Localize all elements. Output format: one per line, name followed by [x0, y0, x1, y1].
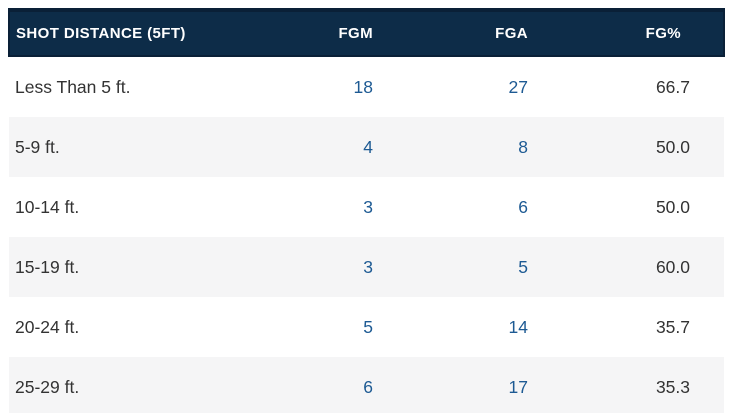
cell-distance: 5-9 ft. — [15, 136, 60, 157]
cell-fg-pct: 35.3 — [655, 376, 690, 397]
cell-fgm: 6 — [363, 376, 373, 397]
cell-fga: 6 — [518, 196, 528, 217]
cell-distance: 25-29 ft. — [15, 376, 80, 397]
cell-fg-pct: 50.0 — [655, 196, 690, 217]
cell-fg-pct: 50.0 — [655, 136, 690, 157]
column-header-fgm[interactable]: FGM — [259, 10, 379, 56]
cell-fgm: 3 — [363, 196, 373, 217]
table-header-row: SHOT DISTANCE (5FT) FGM FGA FG% — [9, 10, 724, 56]
table-row: 10-14 ft. 3 6 50.0 — [9, 177, 724, 237]
cell-fga: 17 — [508, 376, 528, 397]
cell-fgm: 18 — [353, 76, 373, 97]
cell-fg-pct: 66.7 — [655, 76, 690, 97]
table-header: SHOT DISTANCE (5FT) FGM FGA FG% — [9, 10, 724, 56]
column-header-fg-pct[interactable]: FG% — [534, 10, 724, 56]
cell-fg-pct: 60.0 — [655, 256, 690, 277]
cell-fgm: 3 — [363, 256, 373, 277]
cell-distance: 10-14 ft. — [15, 196, 80, 217]
cell-fgm: 4 — [363, 136, 373, 157]
column-header-shot-distance[interactable]: SHOT DISTANCE (5FT) — [9, 10, 259, 56]
cell-distance: Less Than 5 ft. — [15, 76, 131, 97]
cell-fga: 8 — [518, 136, 528, 157]
cell-fg-pct: 35.7 — [655, 316, 690, 337]
table-body: Less Than 5 ft. 18 27 66.7 5-9 ft. 4 8 5… — [9, 56, 724, 413]
cell-fga: 5 — [518, 256, 528, 277]
table-row: 5-9 ft. 4 8 50.0 — [9, 117, 724, 177]
table-row: 15-19 ft. 3 5 60.0 — [9, 237, 724, 297]
cell-fgm: 5 — [363, 316, 373, 337]
column-header-fga[interactable]: FGA — [379, 10, 534, 56]
table-row: Less Than 5 ft. 18 27 66.7 — [9, 56, 724, 117]
cell-distance: 15-19 ft. — [15, 256, 80, 277]
table-row: 25-29 ft. 6 17 35.3 — [9, 357, 724, 413]
shot-distance-table: SHOT DISTANCE (5FT) FGM FGA FG% Less Tha… — [8, 8, 725, 413]
table-row: 20-24 ft. 5 14 35.7 — [9, 297, 724, 357]
cell-distance: 20-24 ft. — [15, 316, 80, 337]
cell-fga: 27 — [508, 76, 528, 97]
cell-fga: 14 — [508, 316, 528, 337]
